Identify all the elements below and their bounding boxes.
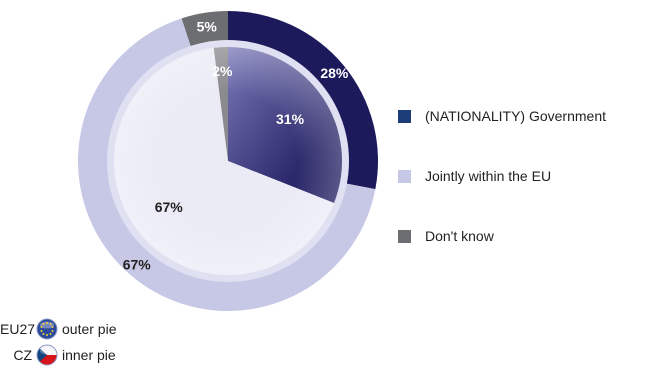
key-label-inner: inner pie: [62, 347, 116, 363]
cz-flag-icon: [36, 344, 58, 366]
key-row-inner: CZ inner pie: [0, 342, 116, 368]
legend-label-government: (NATIONALITY) Government: [425, 108, 607, 124]
legend-item-government: (NATIONALITY) Government: [398, 86, 606, 146]
legend-item-dont-know: Don't know: [398, 206, 606, 266]
key-row-outer: EU27 outer pie: [0, 316, 116, 342]
inner-label-jointly-eu: 67%: [155, 199, 184, 215]
outer-label-government: 28%: [320, 65, 349, 81]
key-code-eu27: EU27: [0, 321, 36, 337]
legend-label-dont-know: Don't know: [425, 228, 494, 244]
legend-item-jointly-eu: Jointly within the EU: [398, 146, 606, 206]
legend-label-jointly-eu: Jointly within the EU: [425, 168, 552, 184]
eu-flag-icon: [36, 318, 58, 340]
legend-swatch-dont-know: [398, 229, 411, 243]
key-code-cz: CZ: [13, 347, 32, 363]
inner-pie-shading: [114, 47, 342, 275]
outer-label-dont-know: 5%: [197, 19, 218, 35]
pie-key: EU27 outer pie CZ inner pie: [0, 316, 116, 368]
inner-pie: [114, 47, 342, 275]
legend: (NATIONALITY) Government Jointly within …: [398, 86, 606, 266]
legend-swatch-jointly-eu: [398, 169, 411, 183]
inner-label-dont-know: 2%: [212, 63, 233, 79]
key-label-outer: outer pie: [62, 321, 117, 337]
legend-swatch-government: [398, 109, 411, 123]
outer-label-jointly-eu: 67%: [123, 257, 152, 273]
inner-label-government: 31%: [276, 111, 305, 127]
slice-labels: 28% 67% 5% 31% 67% 2%: [123, 19, 349, 273]
